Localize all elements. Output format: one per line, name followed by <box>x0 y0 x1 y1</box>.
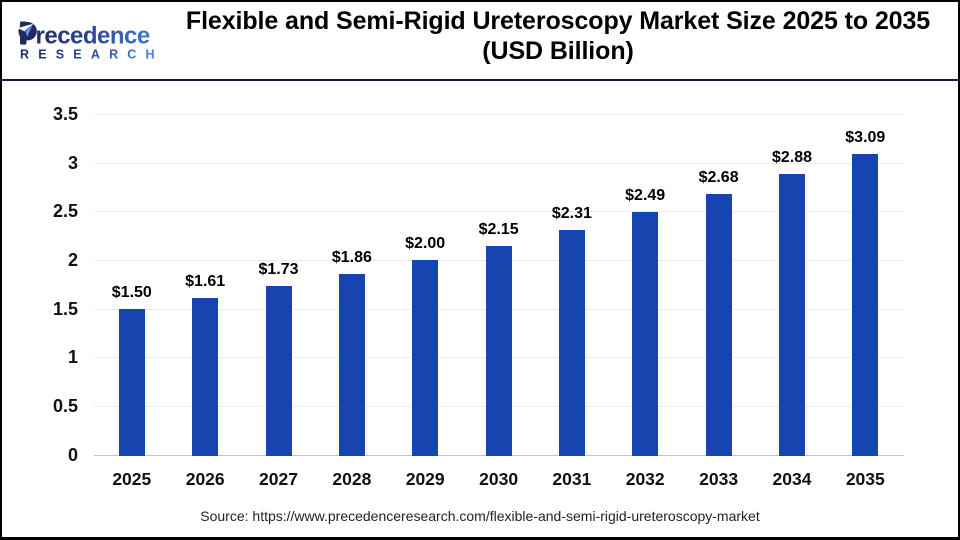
svg-text:recedence: recedence <box>36 22 150 49</box>
svg-text:RESEARCH: RESEARCH <box>20 47 163 61</box>
